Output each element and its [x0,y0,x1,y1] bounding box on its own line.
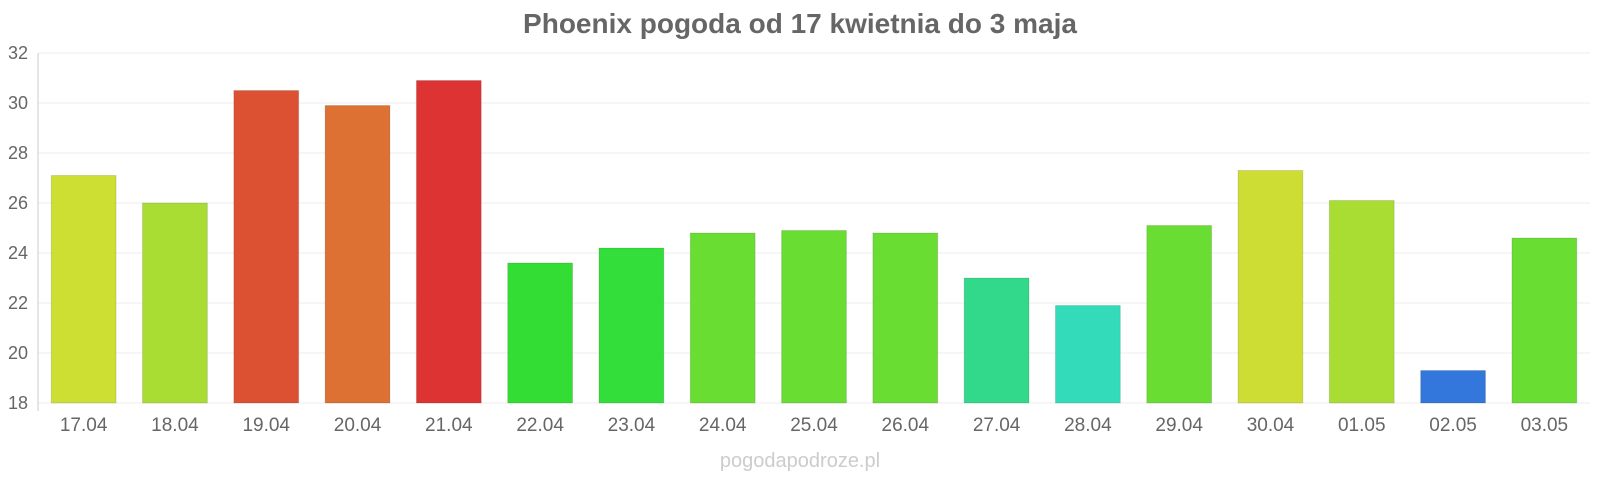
bar [142,202,208,404]
bar [1146,225,1213,404]
y-tick-label: 22 [8,293,28,313]
bar [689,232,756,404]
y-tick-label: 30 [8,93,28,113]
bar [598,247,665,404]
watermark: pogodapodroze.pl [719,450,881,472]
x-tick-label: 23.04 [608,415,656,436]
x-tick-label: 26.04 [882,415,930,436]
bar [1237,170,1304,404]
bar [324,105,391,404]
x-tick-label: 17.04 [60,415,108,436]
x-tick-label: 30.04 [1247,415,1295,436]
bar [507,262,574,404]
bar [963,277,1030,404]
y-tick-label: 26 [8,193,28,213]
x-tick-label: 28.04 [1064,415,1112,436]
x-tick-label: 24.04 [699,415,747,436]
x-tick-label: 01.05 [1338,415,1386,436]
y-tick-label: 28 [8,143,28,163]
x-tick-label: 18.04 [151,415,199,436]
x-tick-label: 03.05 [1521,415,1569,436]
x-tick-label: 22.04 [516,415,564,436]
x-tick-label: 29.04 [1155,415,1203,436]
x-tick-label: 25.04 [790,415,838,436]
bar [50,175,117,404]
bar [1511,237,1578,404]
x-tick-label: 21.04 [425,415,473,436]
bar [872,232,939,404]
bar [1054,305,1121,404]
y-tick-label: 32 [8,43,28,63]
x-tick-label: 02.05 [1429,415,1477,436]
bar [415,80,482,404]
x-tick-label: 20.04 [334,415,382,436]
x-tick-label: 27.04 [973,415,1021,436]
chart-title: Phoenix pogoda od 17 kwietnia do 3 maja [523,8,1077,39]
y-tick-label: 18 [8,393,28,413]
bar [1328,200,1395,404]
bar [781,230,847,404]
y-tick-label: 24 [8,243,28,263]
x-tick-label: 19.04 [242,415,290,436]
bar [233,90,300,404]
bar [1420,370,1486,404]
y-tick-label: 20 [8,343,28,363]
